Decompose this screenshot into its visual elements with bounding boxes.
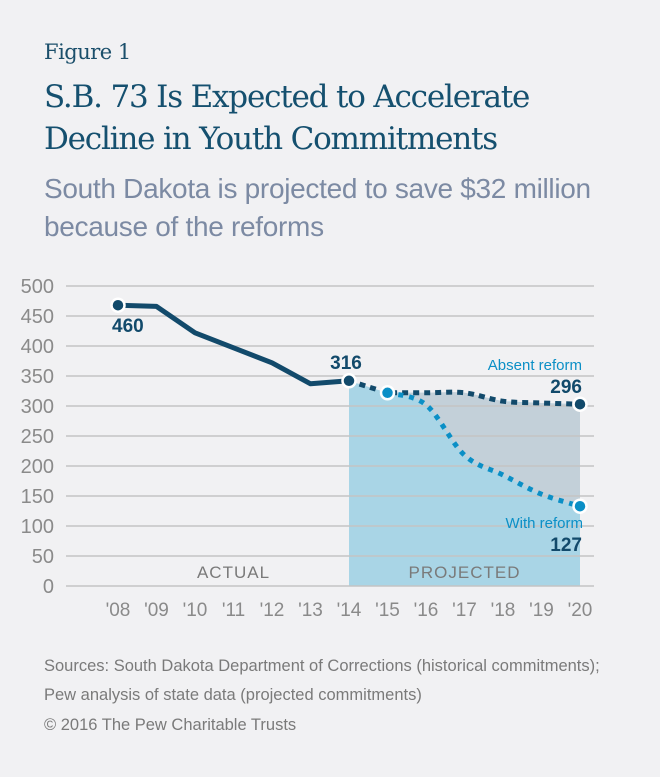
y-tick-label: 0 — [43, 576, 54, 598]
x-tick-label: '20 — [568, 600, 593, 621]
actual-series-line — [117, 302, 350, 387]
series-label-with-reform: With reform — [505, 515, 583, 532]
x-tick-label: '19 — [529, 600, 554, 621]
x-tick-label: '16 — [414, 600, 439, 621]
y-tick-label: 350 — [21, 366, 54, 388]
sources-note: Sources: South Dakota Department of Corr… — [44, 657, 600, 704]
data-point — [572, 396, 588, 412]
chart-title: S.B. 73 Is Expected to Accelerate Declin… — [44, 79, 530, 157]
data-label: 316 — [330, 353, 362, 374]
y-tick-label: 500 — [21, 276, 54, 298]
y-tick-label: 200 — [21, 456, 54, 478]
x-tick-label: '15 — [375, 600, 400, 621]
data-point — [110, 297, 126, 313]
data-label: 460 — [112, 316, 144, 337]
copyright-note: © 2016 The Pew Charitable Trusts — [44, 716, 297, 734]
y-tick-label: 400 — [21, 336, 54, 358]
region-label: PROJECTED — [409, 563, 521, 582]
data-point — [341, 373, 357, 389]
x-tick-label: '08 — [106, 600, 131, 621]
data-point — [572, 498, 588, 514]
with-reform-series-line — [386, 390, 581, 509]
x-tick-label: '10 — [183, 600, 208, 621]
y-tick-label: 150 — [21, 486, 54, 508]
absent-reform-series-line — [348, 378, 581, 407]
x-tick-label: '17 — [452, 600, 477, 621]
x-tick-label: '18 — [491, 600, 516, 621]
line-chart: 0 50 100 150 200 250 300 350 400 450 500 '08 '09 '10… — [21, 276, 594, 621]
chart-subtitle: South Dakota is projected to save $32 mi… — [44, 173, 591, 242]
data-label: 127 — [550, 535, 582, 556]
y-tick-label: 50 — [32, 546, 54, 568]
region-label: ACTUAL — [197, 563, 270, 582]
x-tick-label: '11 — [222, 600, 245, 621]
savings-region-fill — [387, 392, 580, 507]
y-tick-label: 100 — [21, 516, 54, 538]
y-tick-label: 450 — [21, 306, 54, 328]
data-label: 296 — [550, 377, 582, 398]
data-point — [379, 385, 396, 401]
y-tick-label: 300 — [21, 396, 54, 418]
y-tick-label: 250 — [21, 426, 54, 448]
series-label-absent-reform: Absent reform — [488, 357, 582, 374]
x-tick-label: '12 — [260, 600, 285, 621]
x-tick-label: '13 — [298, 600, 323, 621]
x-tick-label: '09 — [144, 600, 169, 621]
x-tick-label: '14 — [337, 600, 362, 621]
figure-label: Figure 1 — [44, 40, 131, 64]
